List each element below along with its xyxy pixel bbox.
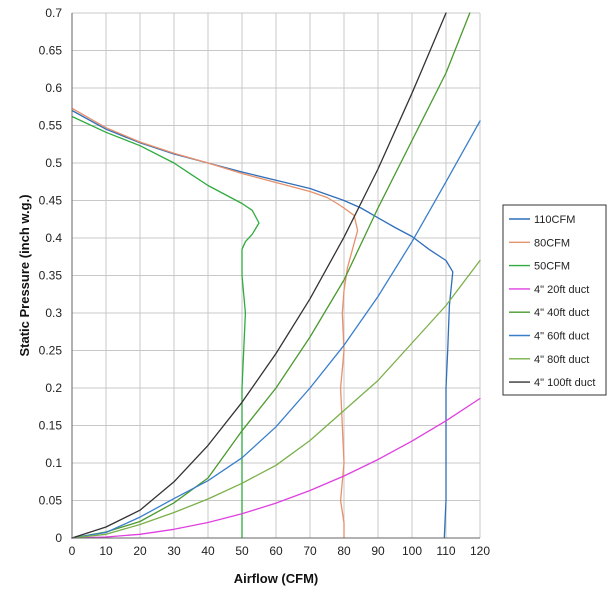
y-tick-label: 0.5 (45, 156, 62, 170)
axes (71, 13, 480, 539)
x-tick-label: 10 (99, 544, 113, 558)
legend-items: 110CFM 80CFM 50CFM 4" 20ft duct 4" 40ft duct… (509, 214, 595, 389)
x-axis-title: Airflow (CFM) (234, 571, 318, 586)
y-tick-label: 0.65 (39, 44, 63, 58)
legend: 110CFM 80CFM 50CFM 4" 20ft duct 4" 40ft duct… (502, 204, 607, 396)
legend-label: 110CFM (534, 214, 575, 226)
series-line-3 (71, 115, 260, 539)
x-tick-label: 30 (167, 544, 181, 558)
y-tick-label: 0.15 (39, 419, 63, 433)
x-tick-label: 100 (402, 544, 422, 558)
series-line-7 (71, 259, 481, 539)
series-line-6 (71, 120, 481, 539)
x-tick-label: 40 (201, 544, 215, 558)
y-tick-label: 0 (55, 531, 62, 545)
x-tick-label: 0 (69, 544, 76, 558)
series-line-4 (71, 397, 481, 539)
x-tick-label: 20 (133, 544, 147, 558)
x-tick-label: 60 (269, 544, 283, 558)
y-tick-label: 0.55 (39, 119, 63, 133)
y-tick-label: 0.2 (45, 381, 62, 395)
legend-label: 4" 100ft duct (534, 377, 595, 389)
y-tick-label: 0.6 (45, 81, 62, 95)
x-tick-label: 70 (303, 544, 317, 558)
x-tick-label: 50 (235, 544, 249, 558)
legend-label: 4" 80ft duct (534, 354, 589, 366)
series-line-8 (71, 12, 447, 539)
y-tick-label: 0.25 (39, 344, 63, 358)
series-line-5 (71, 12, 471, 539)
y-tick-label: 0.3 (45, 306, 62, 320)
legend-box (502, 204, 607, 396)
legend-label: 80CFM (534, 237, 570, 249)
y-axis-title: Static Pressure (inch w.g.) (17, 194, 32, 356)
x-tick-label: 90 (371, 544, 385, 558)
x-tick-label: 110 (436, 544, 455, 558)
y-tick-label: 0.45 (39, 194, 63, 208)
y-tick-labels: 0 0.05 0.1 0.15 0.2 0.25 0.3 0.35 0.4 0.45 0.5 0.55… (39, 6, 63, 545)
y-tick-label: 0.05 (39, 494, 63, 508)
x-tick-labels: 0 10 20 30 40 50 60 70 80 90 100 110 120 (69, 544, 491, 558)
legend-label: 4" 40ft duct (534, 307, 589, 319)
x-tick-label: 80 (337, 544, 351, 558)
y-tick-label: 0.1 (45, 456, 62, 470)
y-tick-label: 0.4 (45, 231, 62, 245)
series-line-2 (71, 107, 359, 539)
y-tick-label: 0.35 (39, 269, 63, 283)
y-tick-label: 0.7 (45, 6, 62, 20)
legend-label: 4" 60ft duct (534, 331, 589, 343)
legend-label: 4" 20ft duct (534, 284, 589, 296)
series-lines (71, 12, 481, 539)
x-tick-label: 120 (470, 544, 490, 558)
legend-label: 50CFM (534, 261, 570, 273)
